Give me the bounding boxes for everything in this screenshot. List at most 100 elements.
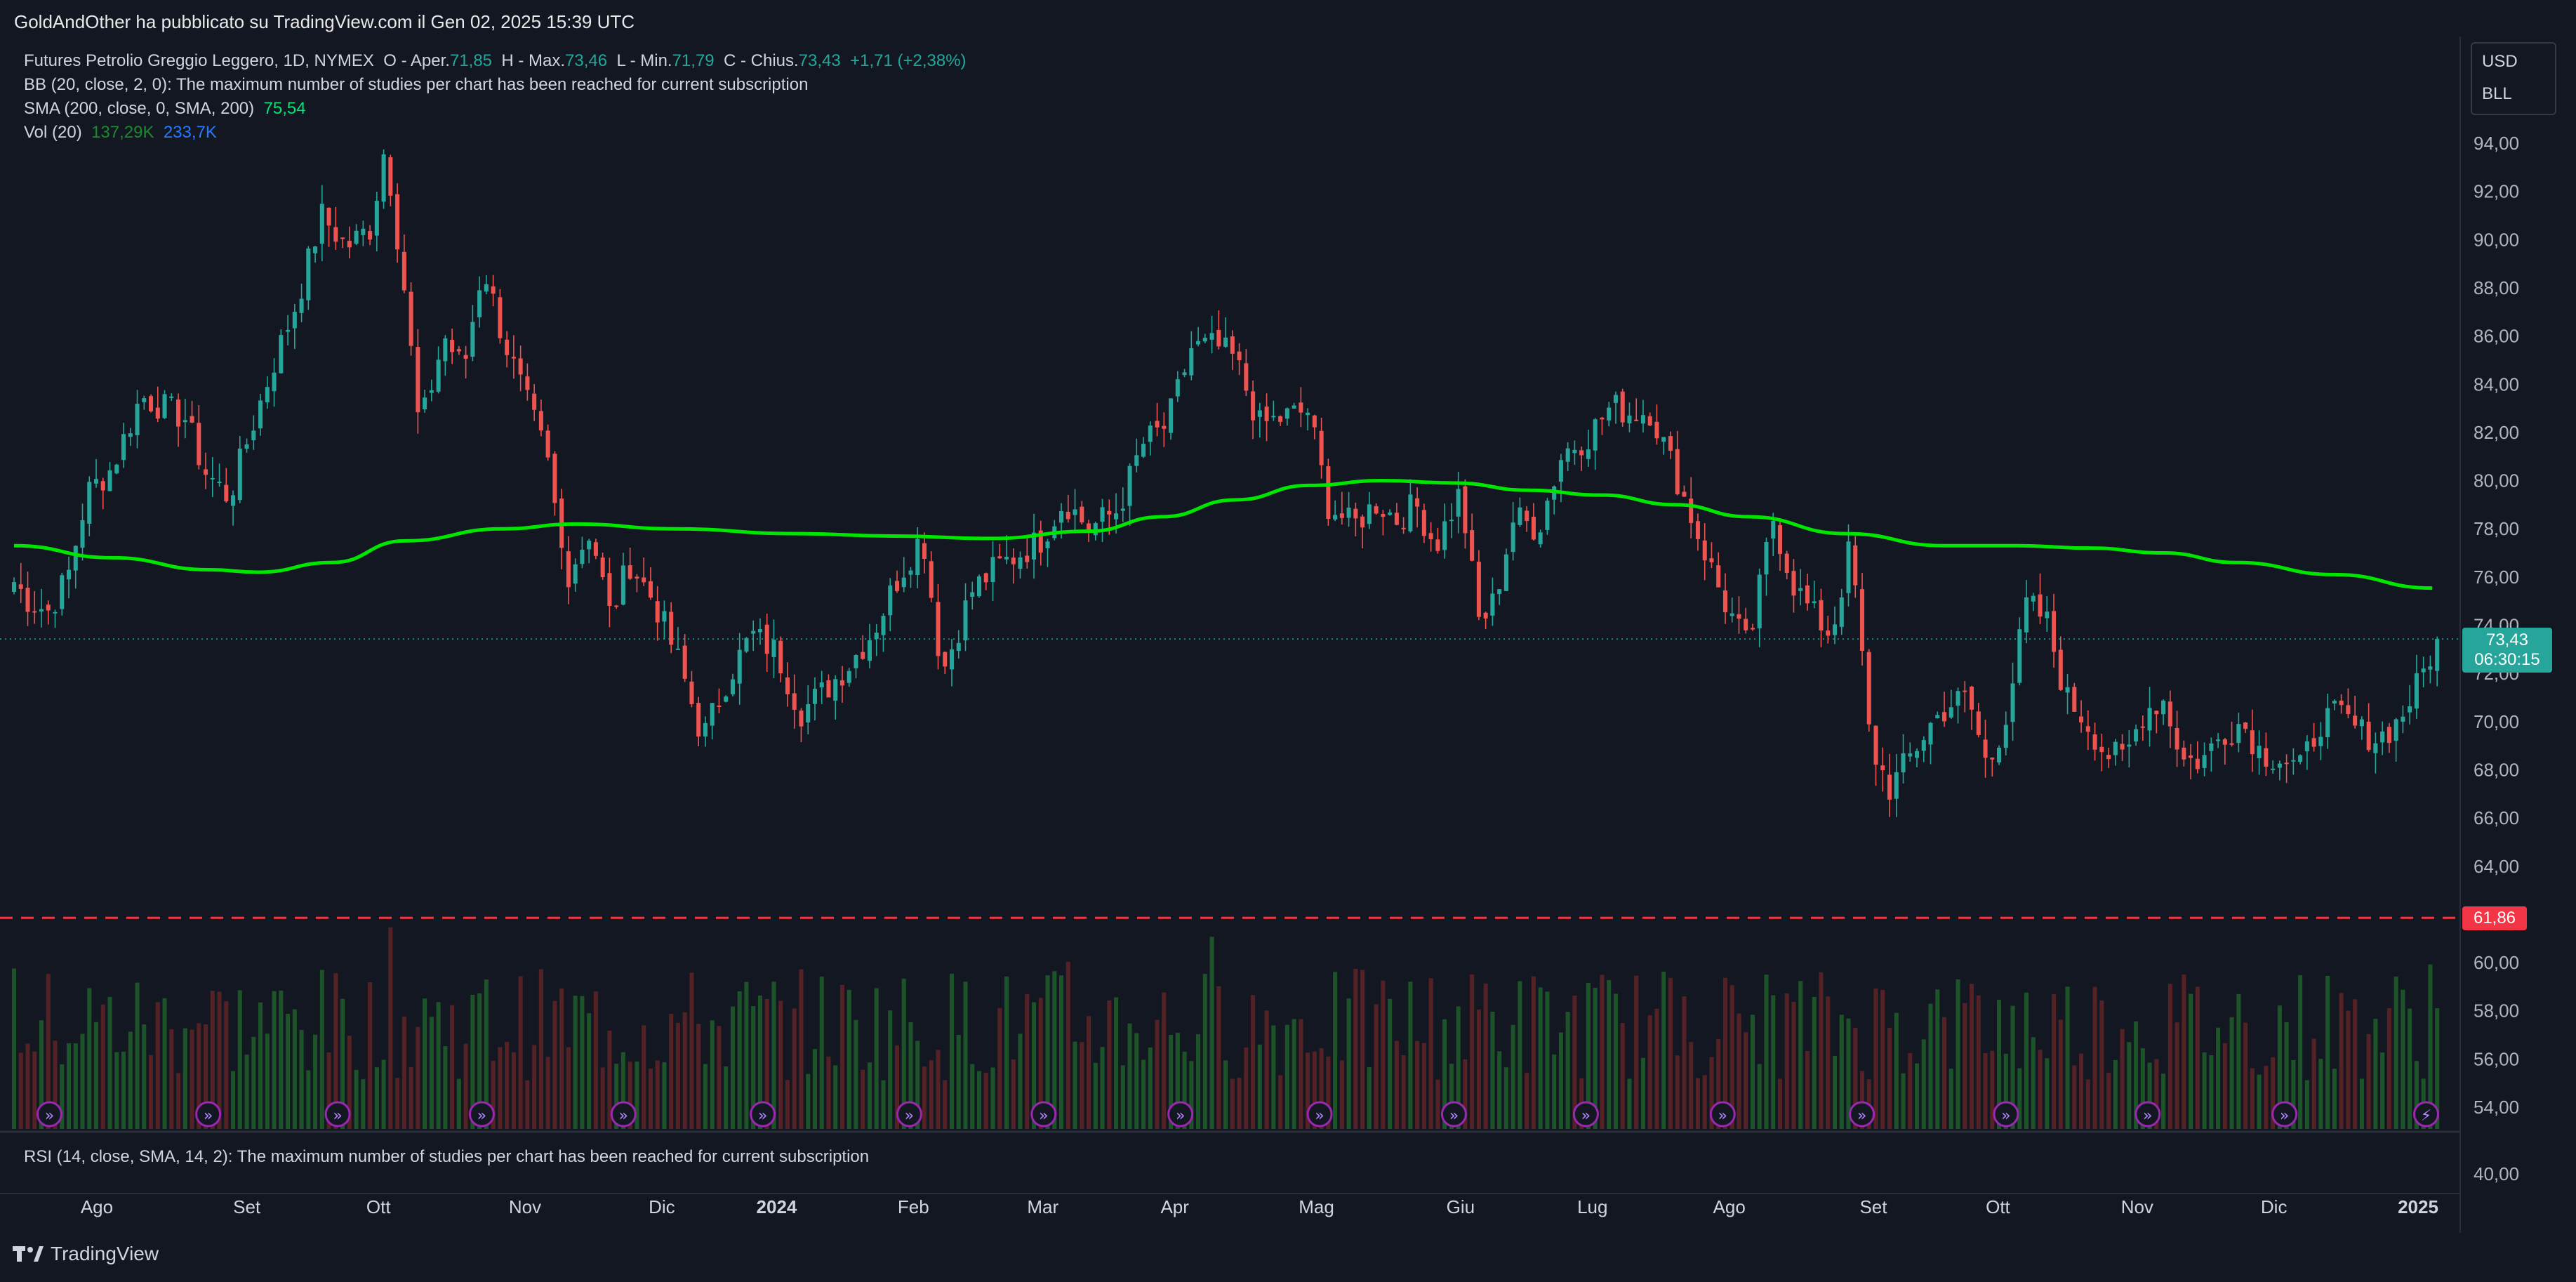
volume-bar	[888, 1010, 893, 1129]
volume-bar	[2353, 999, 2358, 1129]
candle-body	[1826, 630, 1831, 636]
volume-bar	[2408, 1008, 2412, 1129]
candle-body	[1812, 601, 1817, 604]
volume-bar	[39, 1020, 44, 1129]
volume-bar	[2052, 994, 2057, 1129]
volume-bar	[1346, 998, 1351, 1129]
volume-bar	[1278, 1075, 1283, 1129]
candle-body	[963, 600, 968, 641]
candle-body	[806, 703, 811, 723]
volume-bar	[1503, 1067, 1508, 1129]
candle-body	[251, 430, 256, 440]
volume-bar	[1586, 982, 1591, 1129]
candle-body	[1908, 753, 1913, 757]
rsi-tick-label: 40,00	[2474, 1163, 2519, 1184]
candle-body	[908, 570, 913, 575]
volume-bar	[176, 1073, 181, 1129]
candle-body	[1894, 772, 1899, 799]
tradingview-logo[interactable]: TradingView	[13, 1243, 159, 1265]
bb-legend-line[interactable]: BB (20, close, 2, 0): The maximum number…	[24, 75, 809, 94]
y-tick-label: 88,00	[2474, 277, 2519, 298]
last-price-tag: 73,43 06:30:15	[2462, 628, 2552, 673]
candle-body	[1339, 513, 1344, 518]
event-marker-icon	[1709, 1101, 1736, 1128]
candle-body	[224, 484, 229, 502]
currency-label[interactable]: USD	[2482, 52, 2518, 71]
candle-body	[1011, 557, 1016, 564]
volume-bar	[2291, 1059, 2296, 1129]
candle-body	[922, 543, 927, 559]
candle-body	[401, 251, 406, 291]
chart-legend: Futures Petrolio Greggio Leggero, 1D, NY…	[24, 49, 967, 145]
volume-bar	[1976, 995, 1981, 1129]
volume-bar	[1552, 1054, 1557, 1129]
candle-body	[1169, 398, 1174, 433]
volume-bar	[1421, 1043, 1426, 1129]
volume-bar	[1073, 1041, 1077, 1129]
candle-body	[2209, 743, 2214, 751]
candle-body	[340, 237, 345, 239]
sma-line	[13, 479, 2433, 590]
vol-legend-line[interactable]: Vol (20) 137,29K 233,7K	[24, 121, 967, 145]
volume-bar	[997, 1007, 1002, 1129]
volume-bar	[1634, 975, 1639, 1129]
event-marker-icon	[1167, 1101, 1194, 1128]
candle-body	[689, 681, 694, 704]
event-marker-icon	[36, 1101, 62, 1128]
volume-bar	[778, 1000, 783, 1129]
candle-body	[1777, 525, 1783, 555]
event-marker-icon	[2412, 1101, 2439, 1128]
candle-body	[1901, 753, 1906, 773]
candle-body	[1202, 338, 1207, 342]
sma-legend-line[interactable]: SMA (200, close, 0, SMA, 200) 75,54	[24, 97, 967, 121]
candle-body	[2147, 708, 2152, 731]
candle-body	[265, 387, 270, 403]
candle-body	[80, 520, 85, 548]
candle-body	[1182, 372, 1187, 376]
candle-body	[2277, 763, 2282, 768]
volume-bar	[210, 991, 215, 1129]
candle-body	[1196, 341, 1201, 345]
event-marker-glyph: ⚡	[2421, 1107, 2431, 1125]
volume-bar	[1647, 1015, 1652, 1129]
candle-body	[53, 612, 58, 614]
volume-bar	[1087, 1016, 1091, 1129]
candle-body	[2243, 722, 2248, 729]
candle-body	[1230, 336, 1235, 354]
unit-selector[interactable]: USD BLL	[2471, 42, 2556, 115]
candle-body	[388, 157, 393, 196]
candle-body	[1223, 337, 1228, 347]
volume-bar	[2236, 993, 2241, 1129]
candle-body	[874, 633, 879, 640]
x-tick-label: Nov	[2121, 1196, 2153, 1217]
volume-bar	[93, 1022, 99, 1129]
volume-bar	[395, 1078, 400, 1129]
x-tick-label: Ott	[366, 1196, 391, 1217]
volume-bar	[135, 982, 140, 1129]
candle-body	[1531, 516, 1536, 540]
volume-bar	[2031, 1037, 2036, 1129]
volume-bar	[675, 1022, 680, 1129]
x-tick-label: Apr	[1160, 1196, 1189, 1217]
candle-body	[443, 338, 448, 362]
volume-bar	[1333, 972, 1338, 1129]
candle-body	[888, 585, 893, 616]
candle-body	[374, 201, 379, 236]
candle-body	[1162, 425, 1167, 429]
candle-body	[2353, 715, 2358, 726]
candle-body	[839, 680, 844, 686]
candle-body	[635, 576, 639, 579]
rsi-legend-line[interactable]: RSI (14, close, SMA, 14, 2): The maximum…	[24, 1147, 870, 1166]
volume-bar	[2182, 974, 2186, 1129]
candle-body	[1997, 747, 2002, 762]
volume-bar	[703, 1064, 708, 1129]
volume-bar	[2346, 1010, 2351, 1129]
volume-bar	[2298, 974, 2303, 1129]
volume-bar	[1388, 998, 1393, 1129]
volume-bar	[2092, 986, 2097, 1129]
y-tick-label: 54,00	[2474, 1097, 2519, 1118]
y-tick-label: 68,00	[2474, 759, 2519, 780]
unit-label[interactable]: BLL	[2482, 84, 2512, 103]
y-tick-label: 76,00	[2474, 567, 2519, 588]
